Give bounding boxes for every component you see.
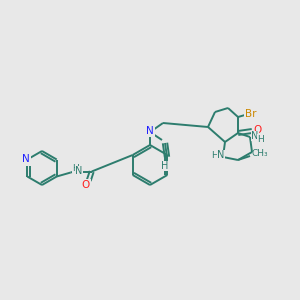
Text: H: H bbox=[161, 161, 169, 171]
Text: N: N bbox=[146, 126, 154, 136]
Text: N: N bbox=[75, 167, 82, 176]
Text: N: N bbox=[22, 154, 30, 164]
Text: O: O bbox=[253, 125, 261, 135]
Text: CH₃: CH₃ bbox=[252, 149, 268, 158]
Text: H: H bbox=[258, 134, 264, 143]
Text: N: N bbox=[217, 150, 225, 160]
Text: H: H bbox=[212, 151, 218, 160]
Text: Br: Br bbox=[245, 109, 257, 119]
Text: O: O bbox=[82, 180, 90, 190]
Text: N: N bbox=[251, 131, 259, 141]
Text: H: H bbox=[72, 164, 79, 173]
